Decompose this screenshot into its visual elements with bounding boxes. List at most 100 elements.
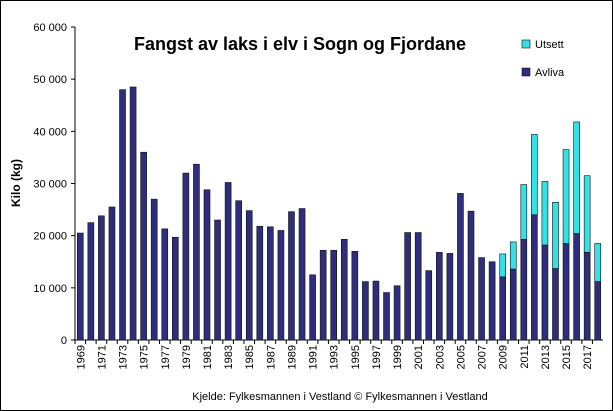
bar xyxy=(87,222,95,341)
bar xyxy=(520,184,528,240)
x-tick-label: 1985 xyxy=(244,345,256,369)
bar xyxy=(562,243,570,341)
x-tick-label: 1977 xyxy=(160,345,172,369)
bar xyxy=(488,261,496,341)
bar xyxy=(552,201,559,269)
source: Kjelde: Fylkesmannen i Vestland © Fylkes… xyxy=(192,391,488,403)
legend-swatch xyxy=(521,67,531,77)
bar xyxy=(583,252,591,341)
y-tick-label: 0 xyxy=(61,335,67,347)
chart-title: Fangst av laks i elv i Sogn og Fjordane xyxy=(134,34,466,54)
bar xyxy=(76,232,84,341)
bar xyxy=(425,270,433,341)
bar xyxy=(98,215,105,341)
x-tick-label: 1981 xyxy=(202,345,214,369)
bar xyxy=(298,208,306,341)
x-tick-label: 2009 xyxy=(498,345,510,369)
bar xyxy=(541,244,549,341)
bar xyxy=(256,225,264,341)
y-tick-label: 40 000 xyxy=(33,126,67,138)
x-tick-label: 1995 xyxy=(350,345,362,369)
bar xyxy=(119,89,126,341)
bar xyxy=(309,274,316,341)
bar xyxy=(583,175,591,253)
bar xyxy=(224,182,232,341)
bar xyxy=(182,172,190,341)
bar xyxy=(499,253,506,278)
bar xyxy=(140,151,147,341)
bar xyxy=(383,292,390,341)
bar xyxy=(520,239,528,341)
bar xyxy=(351,251,359,341)
bar xyxy=(531,214,538,341)
y-tick-label: 60 000 xyxy=(33,22,67,34)
bar xyxy=(467,210,475,341)
x-tick-label: 1971 xyxy=(96,345,108,369)
x-tick-label: 1973 xyxy=(118,345,130,369)
bar xyxy=(214,219,221,341)
bar xyxy=(193,163,200,341)
x-tick-label: 2013 xyxy=(540,345,552,369)
y-tick-label: 30 000 xyxy=(33,179,67,191)
x-tick-label: 1993 xyxy=(329,345,341,369)
x-tick-label: 2003 xyxy=(434,345,446,369)
x-tick-label: 2015 xyxy=(561,345,573,369)
bar xyxy=(478,257,485,341)
x-tick-label: 2005 xyxy=(455,345,467,369)
bar xyxy=(235,200,242,341)
bar xyxy=(161,228,169,341)
bar xyxy=(245,210,253,341)
bar xyxy=(457,193,464,341)
x-tick-label: 1997 xyxy=(371,345,383,369)
x-tick-label: 2007 xyxy=(477,345,489,369)
bar xyxy=(393,285,401,341)
bar xyxy=(562,149,570,244)
bar xyxy=(499,276,506,341)
bar xyxy=(446,253,454,341)
bar xyxy=(340,239,348,341)
bar xyxy=(541,181,549,246)
bar xyxy=(404,232,411,341)
bar xyxy=(288,211,295,341)
y-tick-label: 10 000 xyxy=(33,283,67,295)
y-tick-label: 50 000 xyxy=(33,74,67,86)
x-tick-label: 1983 xyxy=(223,345,235,369)
bar xyxy=(414,232,422,341)
bar xyxy=(203,189,211,341)
bar xyxy=(573,121,580,234)
x-tick-label: 1989 xyxy=(286,345,298,369)
x-tick-label: 1979 xyxy=(181,345,193,369)
x-tick-label: 1991 xyxy=(308,345,320,369)
bar xyxy=(531,134,538,216)
y-tick-label: 20 000 xyxy=(33,231,67,243)
bar xyxy=(552,268,559,341)
x-tick-label: 1987 xyxy=(265,345,277,369)
bar xyxy=(372,280,380,341)
bar xyxy=(129,86,137,341)
bar xyxy=(277,230,285,341)
x-tick-label: 1975 xyxy=(139,345,151,369)
bar xyxy=(267,226,274,341)
x-tick-label: 1999 xyxy=(392,345,404,369)
x-tick-label: 1969 xyxy=(75,345,87,369)
x-tick-label: 2017 xyxy=(582,345,594,369)
bar xyxy=(573,233,580,341)
bar xyxy=(108,206,116,341)
legend-label: Avliva xyxy=(535,67,565,79)
legend-swatch xyxy=(521,39,531,49)
bar xyxy=(150,198,158,341)
bar xyxy=(594,281,602,341)
bar xyxy=(330,249,338,341)
y-axis-label: Kilo (kg) xyxy=(9,159,23,207)
x-tick-label: 2011 xyxy=(519,345,531,369)
legend-label: Utsett xyxy=(535,39,564,51)
bar xyxy=(436,252,443,341)
bar xyxy=(594,243,602,282)
bar xyxy=(509,268,517,341)
bar xyxy=(509,241,517,270)
bar xyxy=(319,249,327,341)
bar xyxy=(172,236,179,341)
